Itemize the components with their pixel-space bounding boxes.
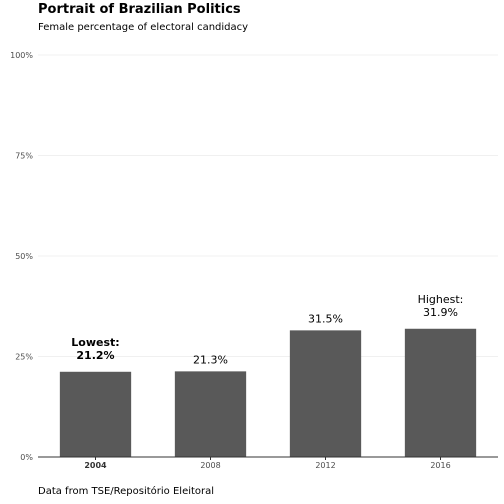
x-tick-label: 2004: [84, 461, 107, 470]
chart-caption: Data from TSE/Repositório Eleitoral: [38, 486, 215, 497]
bar-2012: [289, 330, 362, 457]
x-tick-label: 2008: [200, 461, 220, 470]
x-tick-label: 2016: [430, 461, 450, 470]
bar-2004: [59, 371, 132, 457]
data-label-value: 31.9%: [423, 306, 458, 319]
x-tick-label: 2012: [315, 461, 335, 470]
bar-2016: [404, 328, 477, 457]
data-label-title: Lowest:: [71, 336, 119, 349]
data-label-value: 31.5%: [308, 312, 343, 325]
data-label-value: 21.3%: [193, 353, 228, 366]
bar-2008: [174, 371, 247, 457]
data-label-value: 21.2%: [76, 349, 114, 362]
chart-title: Portrait of Brazilian Politics: [38, 2, 241, 17]
y-tick-label: 0%: [20, 453, 33, 462]
chart-subtitle: Female percentage of electoral candidacy: [38, 22, 249, 33]
y-tick-label: 75%: [15, 152, 33, 161]
y-tick-label: 25%: [15, 353, 33, 362]
y-tick-label: 50%: [15, 252, 33, 261]
data-label-title: Highest:: [418, 293, 464, 306]
y-tick-label: 100%: [10, 51, 33, 60]
